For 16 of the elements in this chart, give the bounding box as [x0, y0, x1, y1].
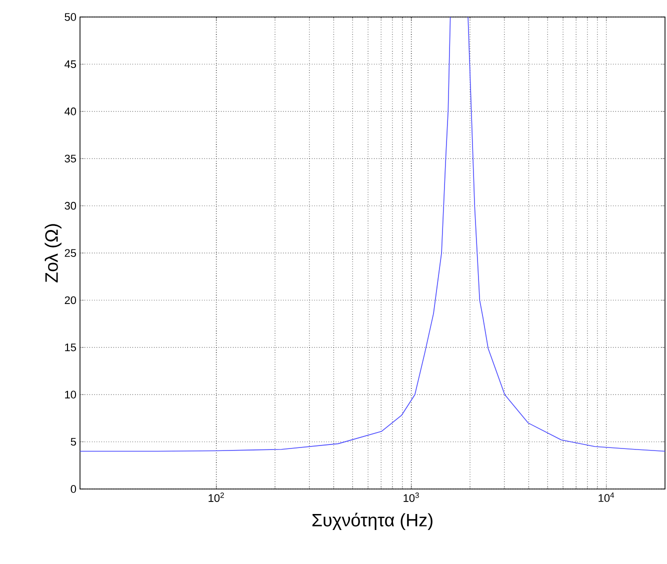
y-axis-title: Zολ (Ω)	[44, 224, 62, 282]
y-tick-label: 0	[70, 485, 76, 493]
y-tick-label: 25	[64, 249, 76, 257]
y-tick-label: 5	[70, 438, 76, 446]
x-tick-label: 10$^{3}$	[404, 492, 419, 502]
y-tick-label: 50	[64, 13, 76, 21]
y-tick-label: 30	[64, 202, 76, 210]
y-tick-label: 20	[64, 296, 76, 304]
y-tick-label: 15	[65, 344, 76, 352]
y-tick-label: 10	[65, 390, 76, 398]
y-tick-label: 45	[64, 60, 76, 68]
y-tick-label: 40	[64, 108, 76, 116]
x-tick-label: 10$^{4}$	[598, 492, 614, 502]
x-tick-label: 10$^{2}$	[208, 492, 224, 502]
y-tick-label: 35	[64, 154, 76, 162]
x-axis-title: Συχνότητα (Hz)	[312, 512, 432, 530]
